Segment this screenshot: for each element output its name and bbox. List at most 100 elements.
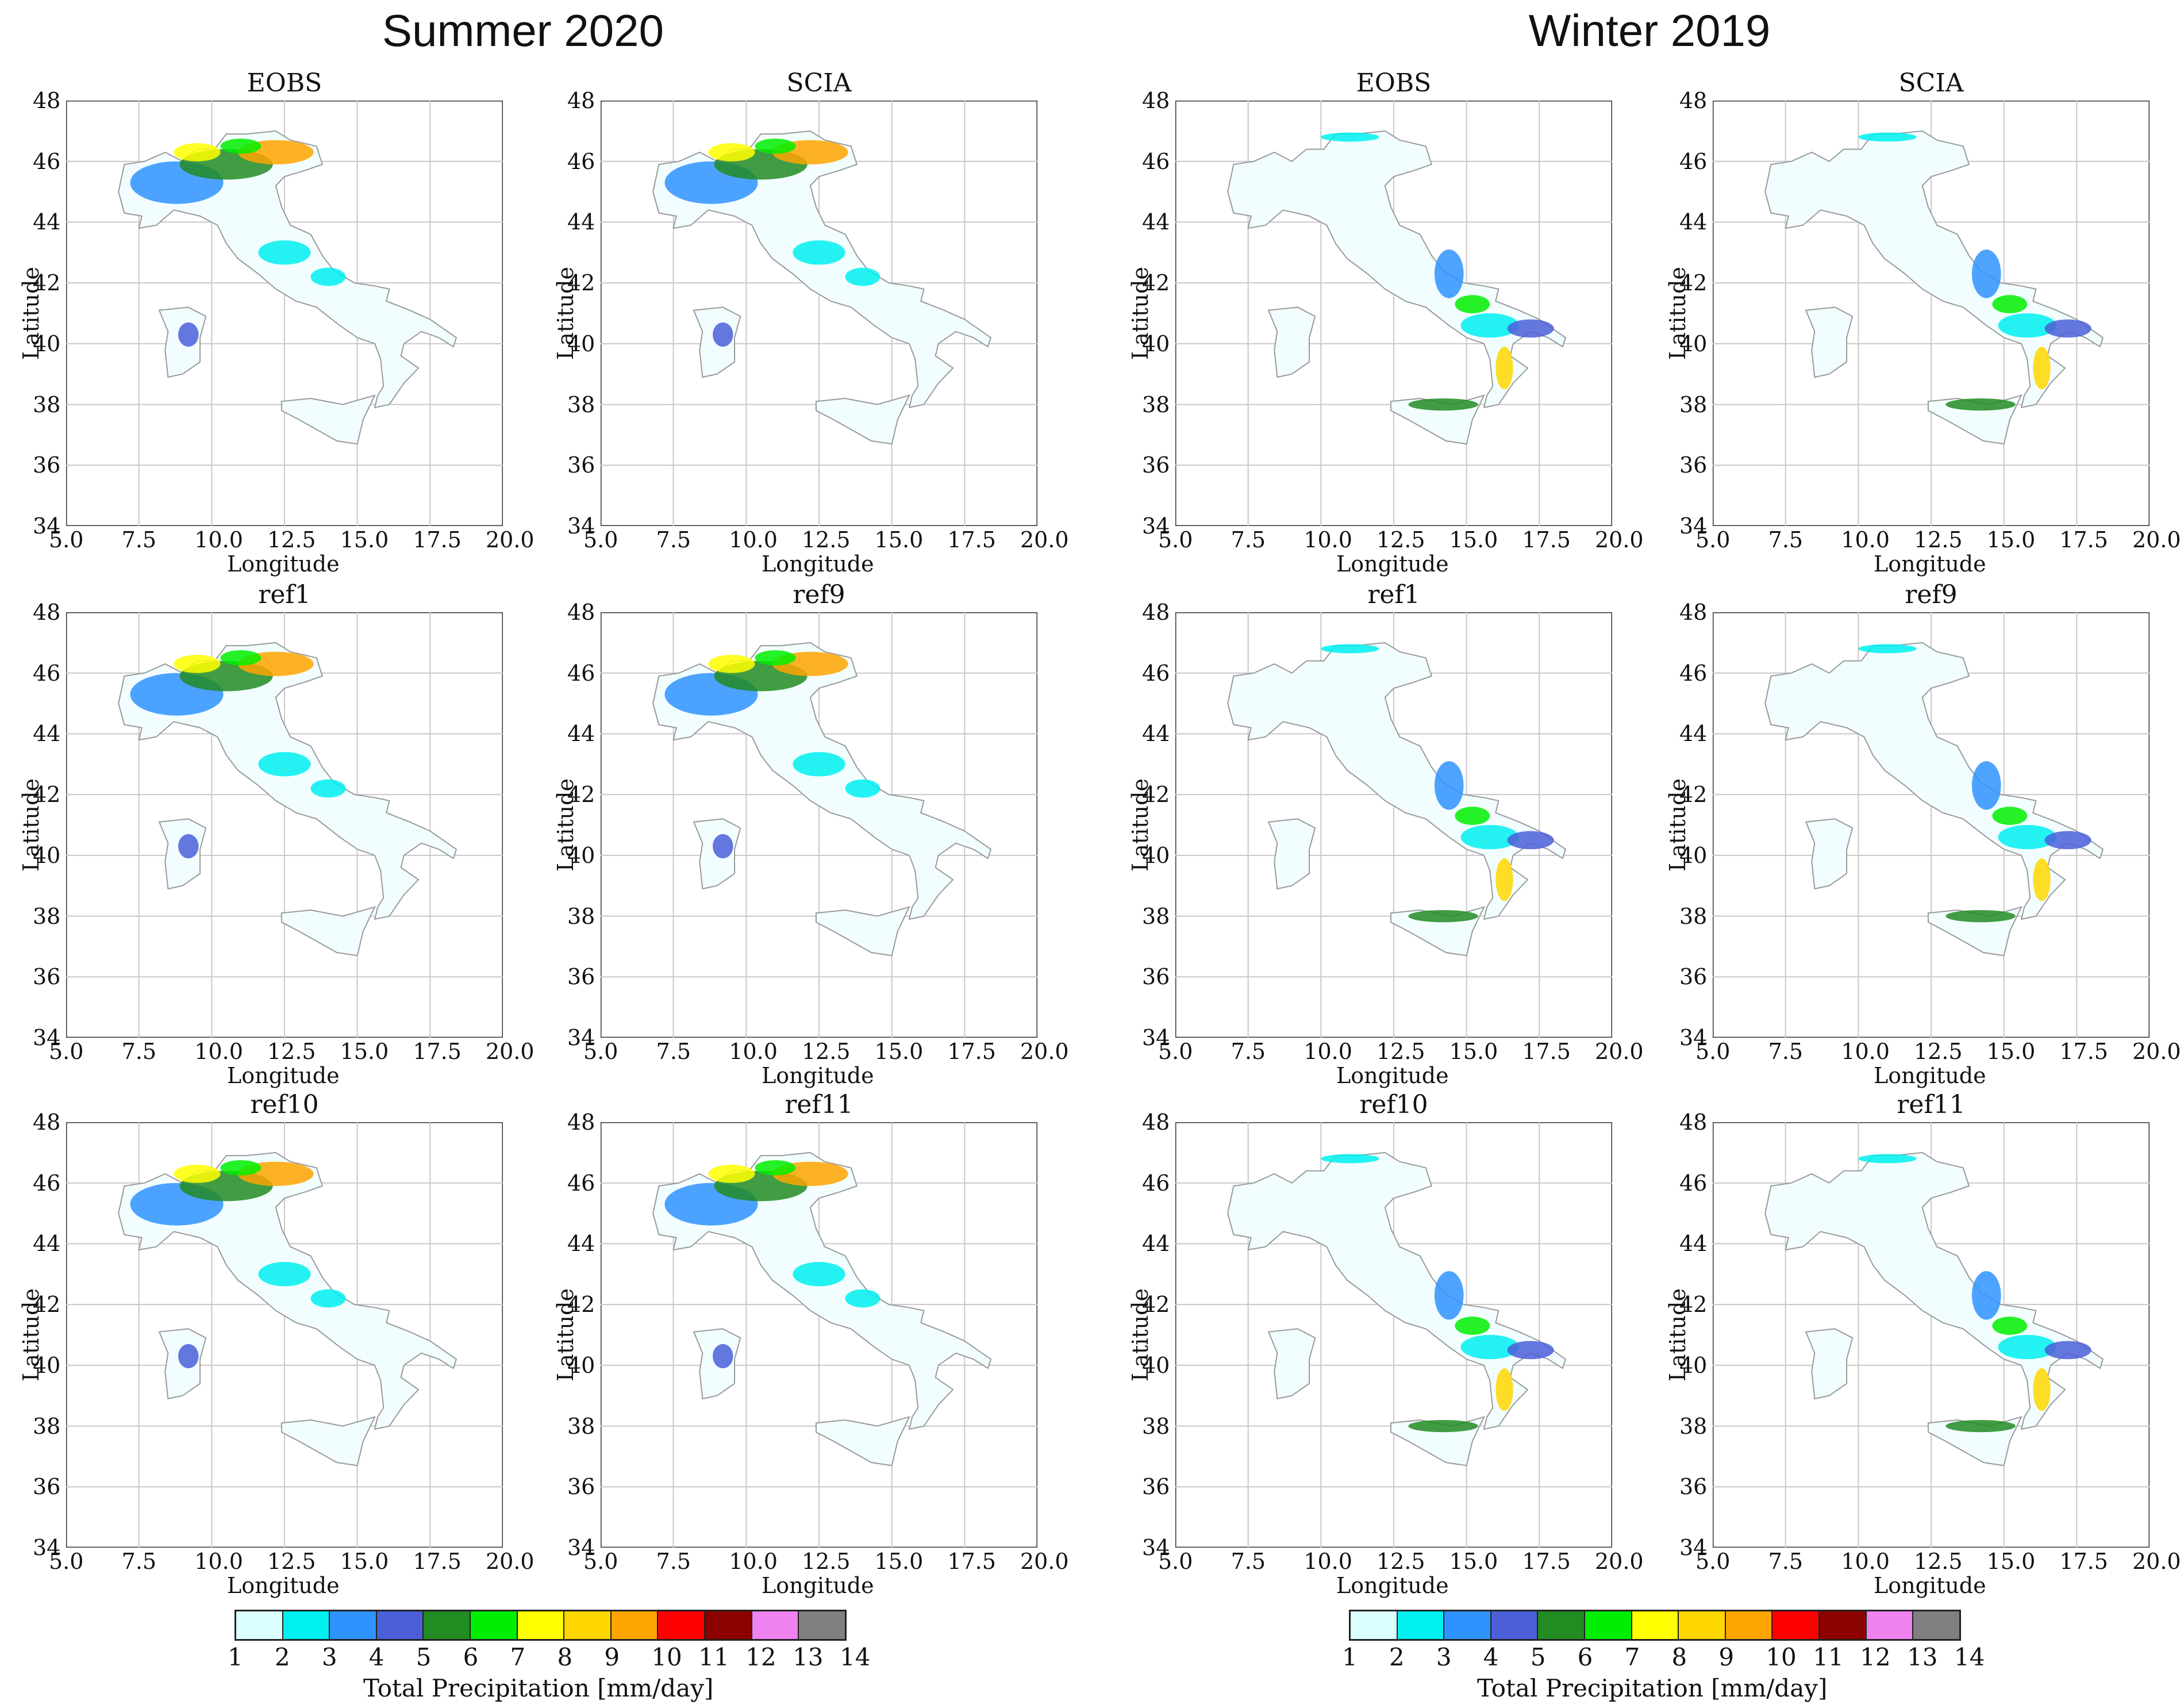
- y-axis-label: Latitude: [552, 778, 578, 872]
- precipitation-area: [2044, 831, 2091, 850]
- y-tick-label: 36: [33, 1474, 61, 1500]
- x-tick-label: 20.0: [486, 527, 535, 552]
- precipitation-area: [793, 240, 845, 265]
- colorbar-swatch: [1351, 1611, 1398, 1639]
- precipitation-area: [178, 322, 199, 347]
- sardinia-outline: [1805, 1328, 1854, 1400]
- x-tick-label: 17.5: [2059, 1039, 2108, 1064]
- y-tick-label: 36: [1679, 452, 1708, 478]
- x-tick-label: 7.5: [1768, 1039, 1804, 1064]
- colorbar-tick-label: 9: [604, 1643, 620, 1671]
- x-tick-label: 10.0: [1841, 527, 1890, 552]
- y-tick-label: 46: [1679, 1170, 1708, 1196]
- y-tick-label: 40: [1679, 842, 1708, 868]
- y-axis-label: Latitude: [18, 778, 44, 872]
- x-tick-label: 12.5: [267, 1039, 316, 1064]
- precipitation-area: [2044, 319, 2091, 338]
- colorbar-tick-label: 2: [274, 1643, 290, 1671]
- x-tick-label: 7.5: [1768, 1549, 1804, 1574]
- colorbar-swatch: [1444, 1611, 1491, 1639]
- precipitation-map: [66, 101, 503, 526]
- colorbar-tick-label: 1: [1342, 1643, 1358, 1671]
- y-tick-label: 46: [1679, 660, 1708, 686]
- panel-title: ref11: [1897, 1090, 1966, 1119]
- colorbar-tick-label: 8: [1671, 1643, 1687, 1671]
- x-tick-label: 5.0: [1158, 1039, 1193, 1064]
- x-tick-label: 20.0: [1020, 1039, 1069, 1064]
- x-tick-label: 7.5: [121, 1549, 157, 1574]
- x-tick-label: 5.0: [49, 1039, 84, 1064]
- x-tick-label: 12.5: [802, 527, 851, 552]
- precipitation-area: [793, 1262, 845, 1287]
- precipitation-area: [220, 1160, 262, 1176]
- colorbar-tick-label: 6: [1577, 1643, 1593, 1671]
- y-tick-label: 46: [33, 148, 61, 174]
- x-tick-label: 15.0: [340, 1039, 389, 1064]
- x-tick-label: 15.0: [1449, 527, 1498, 552]
- y-tick-label: 38: [567, 392, 595, 417]
- colorbar-tick-label: 5: [416, 1643, 432, 1671]
- colorbar-swatch: [283, 1611, 330, 1639]
- precipitation-area: [258, 752, 311, 777]
- y-tick-label: 38: [33, 1413, 61, 1439]
- precipitation-area: [1321, 1154, 1379, 1164]
- x-tick-label: 12.5: [1376, 1549, 1425, 1574]
- y-tick-label: 38: [1679, 392, 1708, 417]
- x-tick-label: 17.5: [413, 527, 462, 552]
- y-axis-label: Latitude: [1664, 778, 1690, 872]
- x-tick-label: 7.5: [121, 1039, 157, 1064]
- y-axis-label: Latitude: [18, 1288, 44, 1381]
- colorbar-swatch: [799, 1611, 845, 1639]
- y-tick-label: 46: [567, 148, 595, 174]
- precipitation-area: [755, 1160, 796, 1176]
- precipitation-area: [755, 650, 796, 666]
- sicily-outline: [280, 906, 376, 957]
- colorbar-swatch: [1585, 1611, 1632, 1639]
- y-tick-label: 36: [1679, 1474, 1708, 1500]
- y-tick-label: 36: [567, 1474, 595, 1500]
- precipitation-area: [1971, 761, 2001, 810]
- y-tick-label: 46: [1142, 660, 1170, 686]
- sardinia-outline: [1267, 818, 1316, 890]
- panel-title: ref1: [1367, 580, 1420, 609]
- panel-title: ref1: [258, 580, 311, 609]
- summer-colorbar-label: Total Precipitation [mm/day]: [363, 1674, 714, 1702]
- y-tick-label: 48: [567, 1110, 595, 1135]
- y-tick-label: 48: [1142, 600, 1170, 625]
- precipitation-area: [713, 322, 733, 347]
- colorbar-tick-label: 5: [1530, 1643, 1546, 1671]
- colorbar-swatch: [658, 1611, 706, 1639]
- precipitation-area: [1455, 295, 1490, 313]
- y-tick-label: 46: [33, 1170, 61, 1196]
- y-tick-label: 44: [1142, 209, 1170, 235]
- colorbar-swatch: [705, 1611, 752, 1639]
- x-tick-label: 20.0: [1595, 527, 1644, 552]
- x-tick-label: 5.0: [49, 1549, 84, 1574]
- colorbar-tick-label: 7: [510, 1643, 526, 1671]
- y-tick-label: 34: [1679, 1535, 1708, 1560]
- x-tick-label: 15.0: [1986, 527, 2036, 552]
- panel-title: SCIA: [786, 68, 852, 98]
- y-tick-label: 34: [33, 513, 61, 539]
- precipitation-map: [1175, 101, 1612, 526]
- precipitation-area: [1460, 313, 1519, 338]
- x-tick-label: 20.0: [2132, 527, 2181, 552]
- y-tick-label: 36: [1679, 964, 1708, 990]
- y-tick-label: 48: [1679, 88, 1708, 113]
- y-tick-label: 38: [1142, 392, 1170, 417]
- precipitation-area: [708, 1165, 755, 1183]
- panel-title: EOBS: [1356, 68, 1432, 98]
- x-tick-label: 7.5: [121, 527, 157, 552]
- precipitation-area: [1998, 1335, 2056, 1360]
- y-tick-label: 48: [1679, 600, 1708, 625]
- precipitation-area: [258, 240, 311, 265]
- precipitation-map: [601, 1122, 1037, 1548]
- x-tick-label: 15.0: [340, 527, 389, 552]
- y-tick-label: 40: [1142, 842, 1170, 868]
- x-tick-label: 10.0: [1304, 527, 1352, 552]
- x-tick-label: 20.0: [1020, 527, 1069, 552]
- precipitation-area: [310, 267, 346, 286]
- x-tick-label: 15.0: [340, 1549, 389, 1574]
- x-tick-label: 15.0: [874, 1549, 924, 1574]
- y-tick-label: 46: [567, 1170, 595, 1196]
